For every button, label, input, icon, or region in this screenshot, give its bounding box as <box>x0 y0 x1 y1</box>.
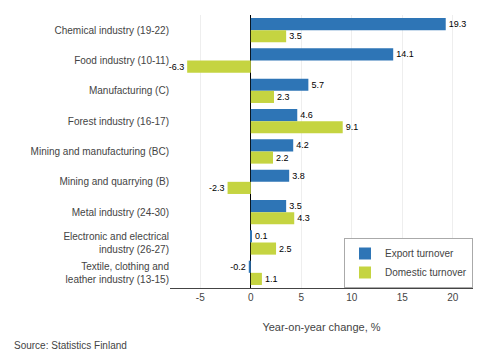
svg-text:10: 10 <box>346 292 358 303</box>
svg-text:4.6: 4.6 <box>300 110 313 120</box>
svg-text:Export turnover: Export turnover <box>385 248 454 259</box>
svg-text:Textile, clothing andleather i: Textile, clothing andleather industry (1… <box>66 261 169 285</box>
svg-text:4.3: 4.3 <box>297 213 310 223</box>
svg-text:-0.2: -0.2 <box>230 262 246 272</box>
svg-text:0.1: 0.1 <box>255 231 268 241</box>
svg-text:20: 20 <box>447 292 459 303</box>
svg-text:2.2: 2.2 <box>276 153 289 163</box>
svg-text:-2.3: -2.3 <box>209 183 225 193</box>
svg-text:2.3: 2.3 <box>277 92 290 102</box>
svg-text:19.3: 19.3 <box>449 19 467 29</box>
svg-text:0: 0 <box>248 292 254 303</box>
svg-text:14.1: 14.1 <box>396 49 414 59</box>
svg-text:-6.3: -6.3 <box>169 62 185 72</box>
svg-text:Chemical industry (19-22): Chemical industry (19-22) <box>55 25 170 36</box>
svg-text:5.7: 5.7 <box>311 80 324 90</box>
svg-text:Forest industry (16-17): Forest industry (16-17) <box>68 116 169 127</box>
svg-text:15: 15 <box>397 292 409 303</box>
svg-text:Metal industry (24-30): Metal industry (24-30) <box>72 207 169 218</box>
svg-text:Source: Statistics Finland: Source: Statistics Finland <box>14 340 127 351</box>
svg-text:Domestic turnover: Domestic turnover <box>385 267 467 278</box>
svg-text:3.5: 3.5 <box>289 201 302 211</box>
svg-text:3.5: 3.5 <box>289 31 302 41</box>
svg-text:Mining and manufacturing (BC): Mining and manufacturing (BC) <box>31 146 169 157</box>
svg-text:2.5: 2.5 <box>279 244 292 254</box>
svg-text:-5: -5 <box>196 292 205 303</box>
svg-text:5: 5 <box>299 292 305 303</box>
svg-text:9.1: 9.1 <box>346 122 359 132</box>
svg-text:Food industry (10-11): Food industry (10-11) <box>74 55 169 66</box>
svg-text:3.8: 3.8 <box>292 171 305 181</box>
svg-text:4.2: 4.2 <box>296 140 309 150</box>
svg-text:1.1: 1.1 <box>265 274 278 284</box>
svg-text:Electronic and electricalindus: Electronic and electricalindustry (26-27… <box>63 231 169 255</box>
svg-text:Year-on-year change, %: Year-on-year change, % <box>262 321 380 333</box>
svg-text:Mining and quarrying (B): Mining and quarrying (B) <box>60 176 170 187</box>
svg-text:Manufacturing (C): Manufacturing (C) <box>89 85 169 96</box>
